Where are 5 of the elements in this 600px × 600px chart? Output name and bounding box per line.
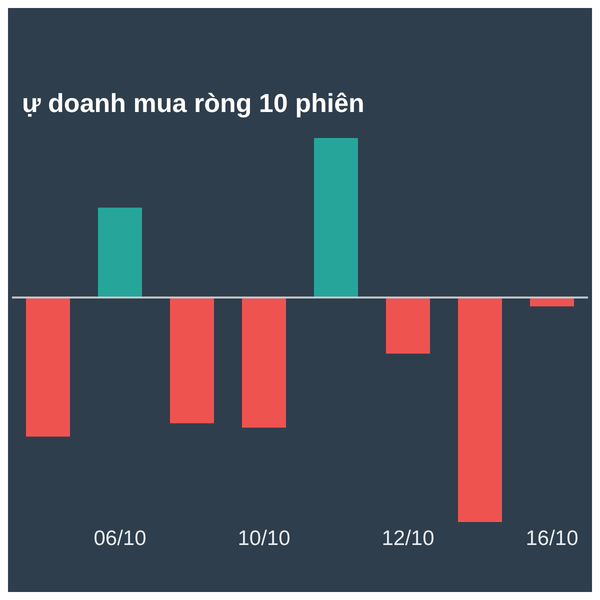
x-tick-label: 16/10 [526, 526, 578, 550]
x-tick-label: 10/10 [238, 526, 290, 550]
x-tick-label: 06/10 [94, 526, 146, 550]
chart-title: ự doanh mua ròng 10 phiên [21, 87, 366, 120]
x-tick-label: 12/10 [382, 526, 434, 550]
